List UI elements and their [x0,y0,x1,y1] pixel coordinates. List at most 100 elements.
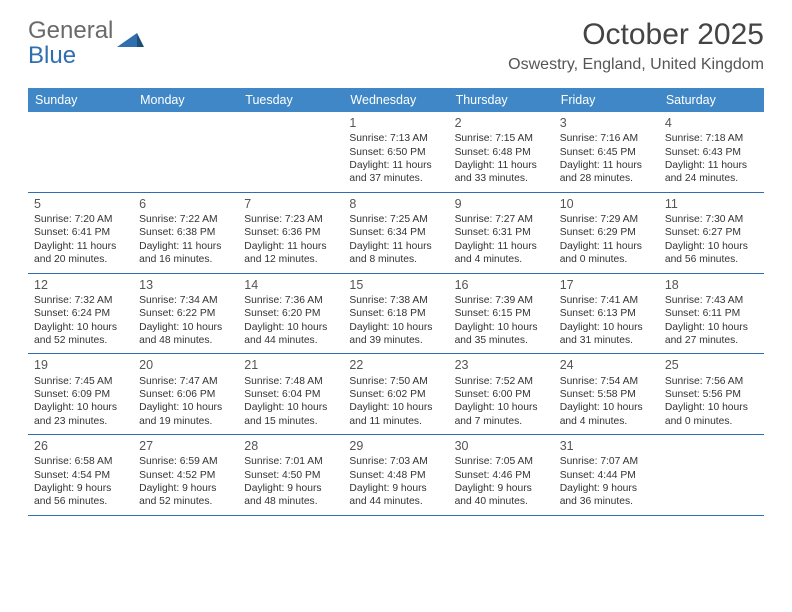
daylight-text: Daylight: 11 hours [455,159,548,172]
sunrise-text: Sunrise: 7:38 AM [349,294,442,307]
daylight-text: Daylight: 11 hours [560,159,653,172]
logo-icon [117,28,145,56]
daylight-text: and 52 minutes. [34,334,127,347]
daylight-text: and 31 minutes. [560,334,653,347]
sunrise-text: Sunrise: 7:05 AM [455,455,548,468]
sunset-text: Sunset: 6:48 PM [455,146,548,159]
day-cell: 23Sunrise: 7:52 AMSunset: 6:00 PMDayligh… [449,354,554,434]
day-cell: 19Sunrise: 7:45 AMSunset: 6:09 PMDayligh… [28,354,133,434]
sunrise-text: Sunrise: 7:56 AM [665,375,758,388]
day-cell: 9Sunrise: 7:27 AMSunset: 6:31 PMDaylight… [449,193,554,273]
daylight-text: Daylight: 11 hours [349,240,442,253]
daylight-text: and 35 minutes. [455,334,548,347]
daylight-text: Daylight: 9 hours [455,482,548,495]
day-cell: 31Sunrise: 7:07 AMSunset: 4:44 PMDayligh… [554,435,659,515]
daylight-text: Daylight: 11 hours [560,240,653,253]
sunset-text: Sunset: 6:24 PM [34,307,127,320]
sunrise-text: Sunrise: 7:01 AM [244,455,337,468]
daylight-text: and 56 minutes. [665,253,758,266]
day-number: 17 [560,277,653,293]
daylight-text: and 56 minutes. [34,495,127,508]
day-cell: 17Sunrise: 7:41 AMSunset: 6:13 PMDayligh… [554,274,659,354]
calendar: Sunday Monday Tuesday Wednesday Thursday… [28,88,764,516]
sunset-text: Sunset: 6:31 PM [455,226,548,239]
day-number: 10 [560,196,653,212]
day-number: 21 [244,357,337,373]
daylight-text: and 36 minutes. [560,495,653,508]
daylight-text: and 20 minutes. [34,253,127,266]
sunset-text: Sunset: 6:00 PM [455,388,548,401]
weekday-header: Thursday [449,88,554,112]
weekday-header: Friday [554,88,659,112]
daylight-text: and 0 minutes. [665,415,758,428]
sunrise-text: Sunrise: 7:23 AM [244,213,337,226]
day-cell: 10Sunrise: 7:29 AMSunset: 6:29 PMDayligh… [554,193,659,273]
day-cell: 12Sunrise: 7:32 AMSunset: 6:24 PMDayligh… [28,274,133,354]
daylight-text: and 12 minutes. [244,253,337,266]
day-number: 9 [455,196,548,212]
sunrise-text: Sunrise: 7:07 AM [560,455,653,468]
day-number: 8 [349,196,442,212]
day-cell [133,112,238,192]
day-cell: 28Sunrise: 7:01 AMSunset: 4:50 PMDayligh… [238,435,343,515]
daylight-text: Daylight: 11 hours [244,240,337,253]
day-number: 20 [139,357,232,373]
daylight-text: Daylight: 9 hours [349,482,442,495]
daylight-text: Daylight: 10 hours [665,240,758,253]
day-number: 18 [665,277,758,293]
weekday-header: Wednesday [343,88,448,112]
daylight-text: Daylight: 10 hours [34,401,127,414]
daylight-text: Daylight: 10 hours [139,321,232,334]
daylight-text: Daylight: 10 hours [665,401,758,414]
day-cell: 15Sunrise: 7:38 AMSunset: 6:18 PMDayligh… [343,274,448,354]
daylight-text: and 48 minutes. [244,495,337,508]
sunrise-text: Sunrise: 7:13 AM [349,132,442,145]
daylight-text: Daylight: 10 hours [349,321,442,334]
sunset-text: Sunset: 4:50 PM [244,469,337,482]
sunset-text: Sunset: 6:43 PM [665,146,758,159]
sunrise-text: Sunrise: 7:41 AM [560,294,653,307]
sunrise-text: Sunrise: 7:50 AM [349,375,442,388]
daylight-text: and 16 minutes. [139,253,232,266]
day-number: 19 [34,357,127,373]
sunrise-text: Sunrise: 7:32 AM [34,294,127,307]
sunset-text: Sunset: 6:11 PM [665,307,758,320]
day-number: 15 [349,277,442,293]
daylight-text: Daylight: 10 hours [139,401,232,414]
day-number: 12 [34,277,127,293]
sunrise-text: Sunrise: 7:16 AM [560,132,653,145]
daylight-text: and 48 minutes. [139,334,232,347]
day-number: 31 [560,438,653,454]
day-cell: 6Sunrise: 7:22 AMSunset: 6:38 PMDaylight… [133,193,238,273]
daylight-text: and 7 minutes. [455,415,548,428]
day-cell: 13Sunrise: 7:34 AMSunset: 6:22 PMDayligh… [133,274,238,354]
daylight-text: and 40 minutes. [455,495,548,508]
logo-word-2: Blue [28,42,76,69]
day-number: 11 [665,196,758,212]
day-number: 27 [139,438,232,454]
daylight-text: Daylight: 10 hours [560,321,653,334]
sunset-text: Sunset: 6:29 PM [560,226,653,239]
daylight-text: Daylight: 10 hours [34,321,127,334]
day-cell: 27Sunrise: 6:59 AMSunset: 4:52 PMDayligh… [133,435,238,515]
sunrise-text: Sunrise: 7:22 AM [139,213,232,226]
location: Oswestry, England, United Kingdom [508,56,764,74]
day-cell: 22Sunrise: 7:50 AMSunset: 6:02 PMDayligh… [343,354,448,434]
sunrise-text: Sunrise: 7:15 AM [455,132,548,145]
daylight-text: and 39 minutes. [349,334,442,347]
day-cell: 20Sunrise: 7:47 AMSunset: 6:06 PMDayligh… [133,354,238,434]
daylight-text: and 28 minutes. [560,172,653,185]
sunrise-text: Sunrise: 7:39 AM [455,294,548,307]
sunrise-text: Sunrise: 7:27 AM [455,213,548,226]
sunset-text: Sunset: 6:45 PM [560,146,653,159]
sunrise-text: Sunrise: 7:34 AM [139,294,232,307]
day-number: 25 [665,357,758,373]
daylight-text: Daylight: 10 hours [665,321,758,334]
daylight-text: and 33 minutes. [455,172,548,185]
day-cell: 1Sunrise: 7:13 AMSunset: 6:50 PMDaylight… [343,112,448,192]
sunrise-text: Sunrise: 7:25 AM [349,213,442,226]
sunrise-text: Sunrise: 7:30 AM [665,213,758,226]
day-number: 16 [455,277,548,293]
day-cell: 7Sunrise: 7:23 AMSunset: 6:36 PMDaylight… [238,193,343,273]
daylight-text: and 27 minutes. [665,334,758,347]
